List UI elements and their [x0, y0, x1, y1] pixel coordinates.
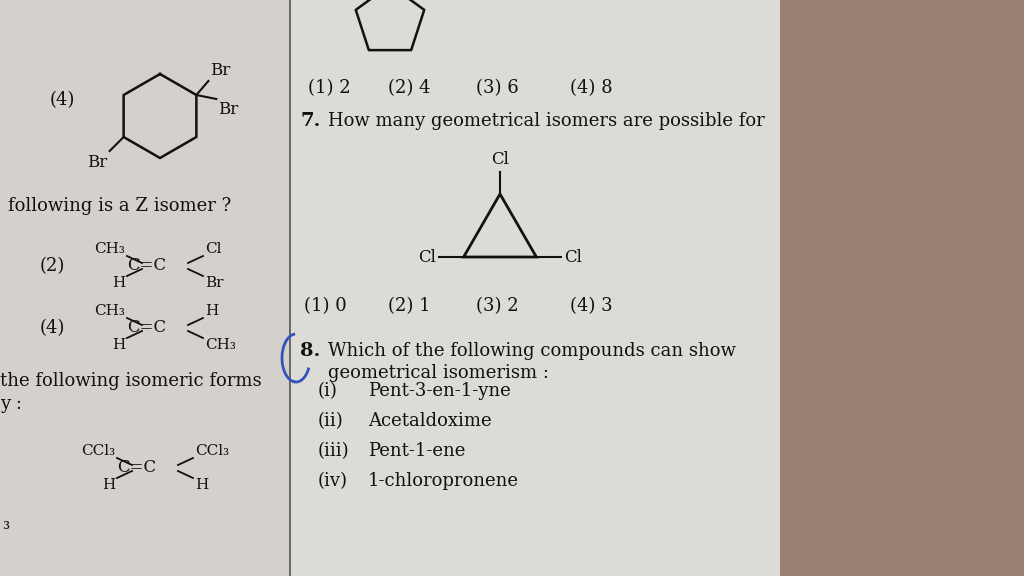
Text: C=C: C=C	[118, 460, 157, 476]
Text: (iv): (iv)	[318, 472, 348, 490]
Bar	[290, 0, 780, 576]
Text: the following isomeric forms: the following isomeric forms	[0, 372, 261, 390]
Text: H: H	[195, 478, 208, 492]
Text: (4) 8: (4) 8	[570, 79, 612, 97]
Text: (ii): (ii)	[318, 412, 344, 430]
Text: CCl₃: CCl₃	[81, 444, 115, 458]
Text: Which of the following compounds can show: Which of the following compounds can sho…	[328, 342, 736, 360]
Text: H: H	[112, 338, 125, 352]
Text: C=C: C=C	[127, 257, 167, 275]
Text: (3) 2: (3) 2	[476, 297, 518, 315]
Text: Br: Br	[210, 62, 230, 79]
Text: (iii): (iii)	[318, 442, 349, 460]
Text: CH₃: CH₃	[94, 242, 125, 256]
Text: Cl: Cl	[492, 151, 509, 168]
Text: CH₃: CH₃	[205, 338, 236, 352]
Text: ₃: ₃	[2, 515, 9, 533]
Text: (4) 3: (4) 3	[570, 297, 612, 315]
Text: (1) 0: (1) 0	[304, 297, 347, 315]
Text: H: H	[112, 276, 125, 290]
Text: y :: y :	[0, 395, 22, 413]
Text: Cl: Cl	[564, 248, 583, 266]
Text: (2) 4: (2) 4	[388, 79, 430, 97]
Text: (2) 1: (2) 1	[388, 297, 431, 315]
Text: 1-chloropronene: 1-chloropronene	[368, 472, 519, 490]
Text: (2): (2)	[40, 257, 66, 275]
Text: How many geometrical isomers are possible for: How many geometrical isomers are possibl…	[328, 112, 765, 130]
Text: Br: Br	[87, 154, 108, 171]
Text: Cl: Cl	[418, 248, 435, 266]
Text: Br: Br	[218, 101, 239, 118]
Text: H: H	[205, 304, 218, 318]
Text: Pent-1-ene: Pent-1-ene	[368, 442, 465, 460]
Text: Acetaldoxime: Acetaldoxime	[368, 412, 492, 430]
Text: 8.: 8.	[300, 342, 321, 360]
Text: (4): (4)	[40, 319, 66, 337]
Text: geometrical isomerism :: geometrical isomerism :	[328, 364, 549, 382]
Text: (3) 6: (3) 6	[476, 79, 519, 97]
Text: Br: Br	[205, 276, 223, 290]
Text: CH₃: CH₃	[94, 304, 125, 318]
Text: C=C: C=C	[127, 320, 167, 336]
Text: H: H	[101, 478, 115, 492]
Text: (4): (4)	[50, 91, 76, 109]
Text: following is a Z isomer ?: following is a Z isomer ?	[8, 197, 231, 215]
Text: (1) 2: (1) 2	[308, 79, 350, 97]
Text: Cl: Cl	[205, 242, 221, 256]
Bar	[0, 0, 290, 576]
Text: CCl₃: CCl₃	[195, 444, 229, 458]
Text: (i): (i)	[318, 382, 338, 400]
Bar	[780, 0, 1024, 576]
Text: 7.: 7.	[300, 112, 321, 130]
Text: Pent-3-en-1-yne: Pent-3-en-1-yne	[368, 382, 511, 400]
